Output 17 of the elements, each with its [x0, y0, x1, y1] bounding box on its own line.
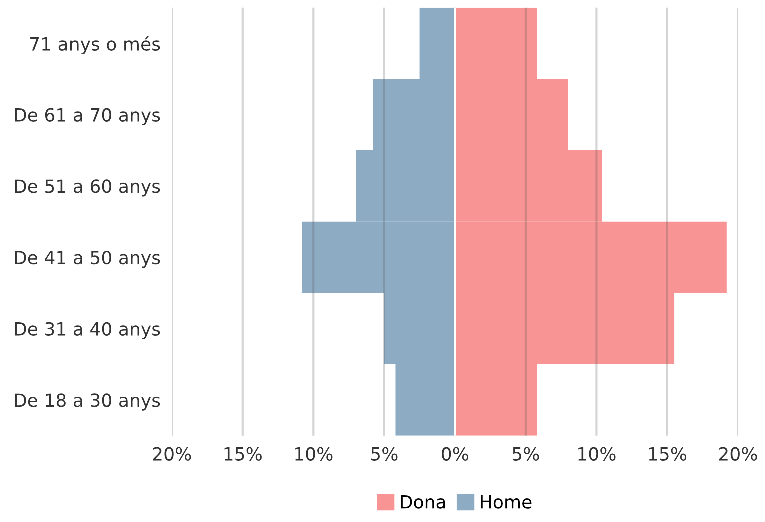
- legend-label: Home: [481, 495, 532, 509]
- y-tick-label: De 31 a 40 anys: [15, 322, 160, 340]
- legend-label: Dona: [401, 495, 446, 509]
- x-tick-label: 5%: [513, 447, 540, 461]
- y-tick-label: De 18 a 30 anys: [15, 394, 160, 411]
- x-tick-label: 15%: [649, 447, 687, 461]
- x-tick-label: 20%: [719, 447, 758, 461]
- y-tick-label: 71 anys o més: [30, 36, 160, 54]
- x-tick-label: 5%: [371, 447, 398, 461]
- x-tick-label: 10%: [578, 447, 616, 461]
- x-tick-label: 10%: [296, 447, 333, 461]
- y-tick-label: De 41 a 50 anys: [15, 250, 160, 268]
- y-tick-label: De 61 a 70 anys: [15, 108, 160, 126]
- x-tick-label: 15%: [224, 447, 262, 461]
- y-tick-label: De 51 a 60 anys: [15, 180, 160, 197]
- x-tick-label: 0%: [442, 447, 468, 461]
- x-tick-label: 20%: [153, 447, 192, 461]
